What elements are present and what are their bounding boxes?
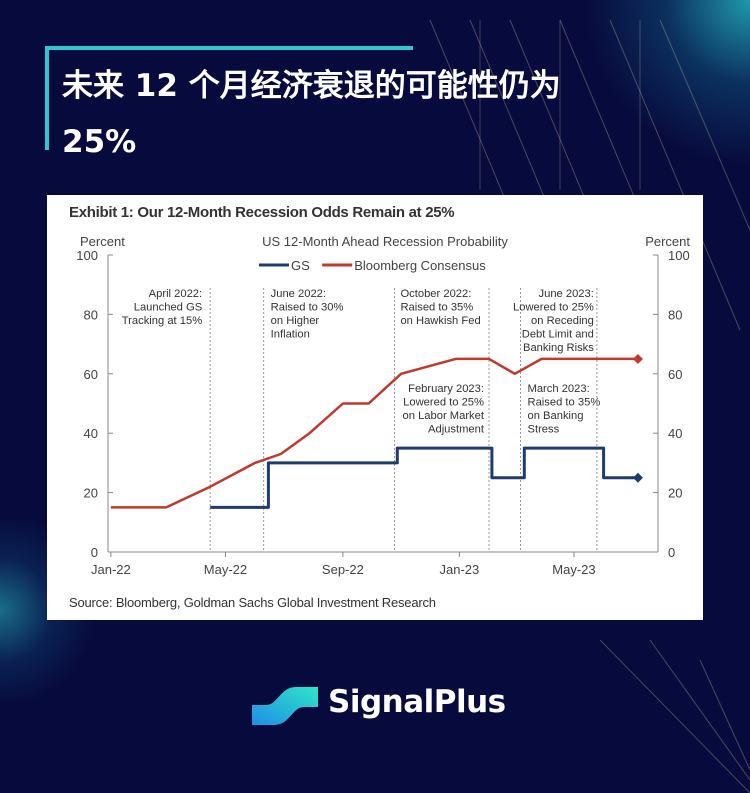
annotation-text: Raised to 30%	[271, 302, 344, 314]
y-tick-label-left: 60	[84, 367, 98, 382]
annotation-text: Lowered to 25%	[403, 397, 484, 409]
signalplus-logo-icon	[252, 687, 318, 725]
title-line-1: 未来 12 个月经济衰退的可能性仍为	[62, 68, 561, 104]
background-glow	[530, 0, 750, 170]
annotation-text: Launched GS	[134, 302, 202, 314]
x-tick-label: Jan-23	[440, 562, 480, 577]
annotation-text: Banking Risks	[523, 342, 594, 354]
y-tick-label-right: 20	[668, 486, 682, 501]
y-tick-label-right: 100	[668, 248, 690, 263]
annotation-text: on Banking	[528, 410, 584, 422]
annotation-text: February 2023:	[408, 383, 484, 395]
series-line-gs	[210, 446, 638, 509]
y-tick-label-right: 40	[668, 426, 682, 441]
diagonal-line	[649, 639, 750, 781]
annotation-text: Lowered to 25%	[513, 302, 594, 314]
series-line-bloomberg-consensus	[110, 357, 638, 509]
title-line-2: 25%	[62, 124, 137, 160]
annotation-text: October 2022:	[400, 288, 471, 300]
x-tick-label: May-22	[204, 562, 247, 577]
annotation-text: Raised to 35%	[400, 302, 473, 314]
x-tick-label: May-23	[552, 562, 595, 577]
x-tick-label: Jan-22	[91, 562, 131, 577]
source-note: Source: Bloomberg, Goldman Sachs Global …	[69, 595, 436, 610]
annotation-text: on Labor Market	[403, 410, 485, 422]
title-frame	[45, 46, 413, 150]
y-tick-label-right: 60	[668, 367, 682, 382]
annotation-text: on Higher	[271, 315, 320, 327]
diagonal-line	[609, 19, 741, 331]
annotation-text: Debt Limit and	[522, 329, 594, 341]
right-axis-label: Percent	[645, 234, 690, 249]
y-tick-label-left: 40	[84, 426, 98, 441]
annotation-text: Raised to 35%	[528, 397, 601, 409]
left-axis-label: Percent	[80, 234, 125, 249]
x-tick-label: Sep-22	[322, 562, 364, 577]
y-tick-label-left: 100	[76, 248, 98, 263]
brand-name: SignalPlus	[328, 684, 506, 720]
annotation-text: on Receding	[531, 315, 594, 327]
diagonal-line	[699, 659, 750, 771]
exhibit-title: Exhibit 1: Our 12-Month Recession Odds R…	[69, 204, 455, 221]
annotation-text: Tracking at 15%	[122, 315, 202, 327]
chart-panel	[47, 195, 703, 620]
y-tick-label-left: 20	[84, 486, 98, 501]
annotation-text: June 2023:	[539, 288, 594, 300]
y-tick-label-right: 0	[668, 545, 675, 560]
annotation-text: April 2022:	[149, 288, 203, 300]
legend-label: GS	[291, 258, 310, 273]
y-tick-label-left: 80	[84, 307, 98, 322]
annotation-text: Inflation	[271, 329, 310, 341]
y-tick-label-left: 0	[91, 545, 98, 560]
end-marker-diamond	[632, 353, 643, 364]
annotation-text: on Hawkish Fed	[400, 315, 480, 327]
annotation-text: June 2022:	[271, 288, 326, 300]
diagonal-line	[659, 19, 750, 231]
annotation-text: Stress	[528, 424, 560, 436]
end-marker-diamond	[632, 472, 643, 483]
annotation-text: Adjustment	[428, 424, 485, 436]
annotation-text: March 2023:	[528, 383, 590, 395]
chart-title: US 12-Month Ahead Recession Probability	[262, 234, 508, 249]
y-tick-label-right: 80	[668, 307, 682, 322]
diagonal-line	[599, 639, 750, 793]
page-title: 未来 12 个月经济衰退的可能性仍为 25%	[62, 58, 662, 170]
legend-label: Bloomberg Consensus	[354, 258, 486, 273]
